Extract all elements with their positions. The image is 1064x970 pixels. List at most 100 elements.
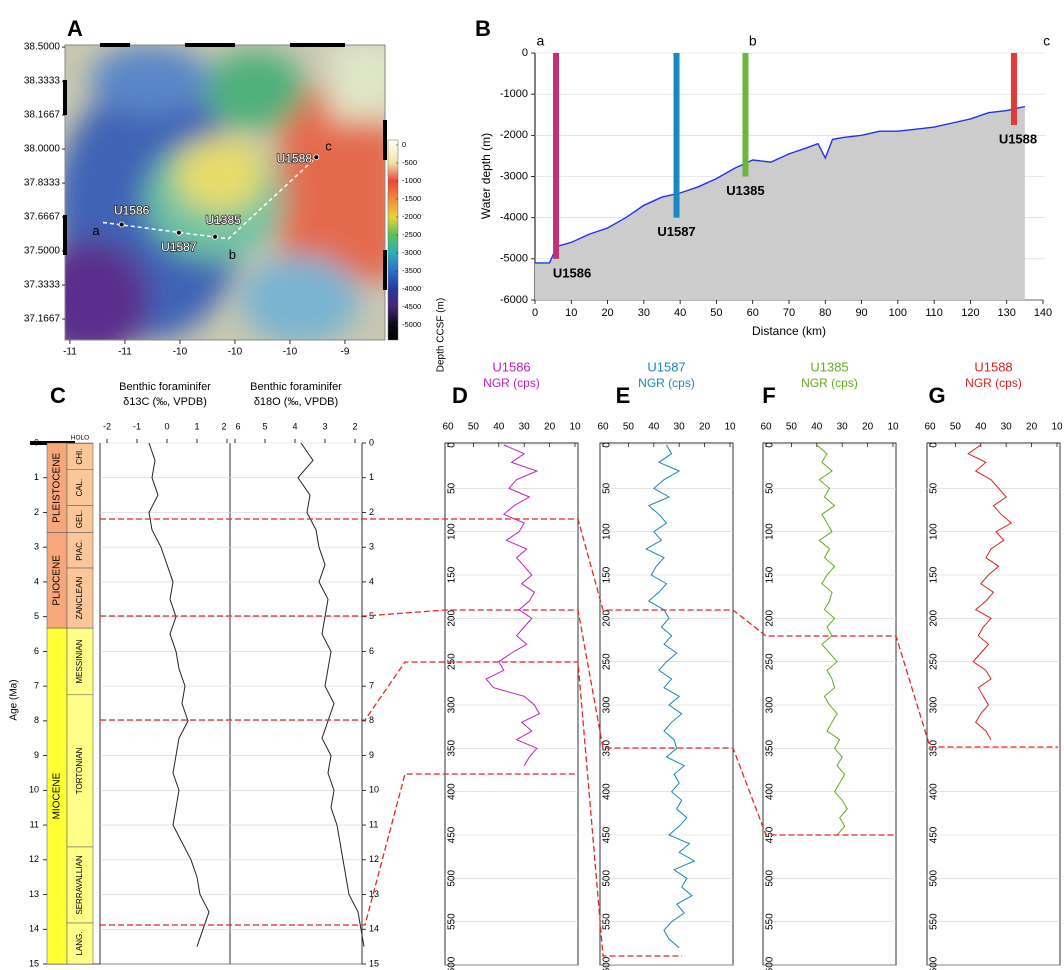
y-tick-label: 38.0000 <box>24 144 61 155</box>
y-tick-label: 500 <box>447 870 458 887</box>
y-tick-label: 0 <box>369 437 374 447</box>
y-tick-label: 11 <box>369 819 378 829</box>
map-frame-ticks <box>63 43 387 290</box>
stage-label: SERRAVALLIAN <box>75 855 84 915</box>
site-marker <box>313 154 320 161</box>
y-tick-label: 2 <box>34 507 39 517</box>
y-tick-label: 500 <box>602 870 613 887</box>
marks: A-11 -11 -10 -10 -10 -938.500038.333338.16673… <box>9 16 1063 970</box>
x-tick-label: -2 <box>103 421 111 431</box>
profile-line <box>102 154 320 240</box>
y-tick-label: 13 <box>369 889 379 899</box>
y-tick-label: 350 <box>929 740 940 757</box>
site-marker <box>212 233 219 240</box>
y-tick-label: 100 <box>602 523 613 540</box>
y-tick-label: 200 <box>765 610 776 627</box>
x-tick-label: 3 <box>323 421 328 431</box>
y-tick-label: 100 <box>929 523 940 540</box>
y-tick-label: 6 <box>34 646 39 656</box>
y-tick-label: 37.3333 <box>24 280 61 291</box>
y-tick-label: 450 <box>765 826 776 843</box>
y-tick-label: 37.1667 <box>24 314 61 325</box>
y-tick-label: 50 <box>447 482 458 494</box>
log-title: U1385 <box>810 359 848 374</box>
ngr-curve <box>816 444 848 836</box>
seafloor-area <box>535 106 1025 300</box>
panel-letter: A <box>67 16 83 41</box>
log-title: U1587 <box>647 359 685 374</box>
y-tick-label: 100 <box>765 523 776 540</box>
y-tick-label: 550 <box>929 913 940 930</box>
x-tick-label: 110 <box>925 307 943 319</box>
panel-letter: B <box>475 16 491 41</box>
y-tick-label: 0 <box>602 442 613 448</box>
stage-cell <box>66 567 94 629</box>
x-tick-label: 50 <box>623 422 635 433</box>
y-tick-label: 300 <box>765 696 776 713</box>
y-tick-label: 1 <box>34 472 39 482</box>
y-tick-label: 600 <box>929 956 940 970</box>
x-tick-label: 60 <box>760 422 772 433</box>
y-tick-label: 450 <box>447 826 458 843</box>
stage-label: MESSINIAN <box>75 639 84 683</box>
x-tick-label: 40 <box>811 422 823 433</box>
y-tick-label: 0 <box>34 437 39 447</box>
profile-point-label: c <box>325 139 332 154</box>
y-tick-label: 9 <box>34 750 39 760</box>
y-tick-label: 12 <box>369 854 379 864</box>
x-tick-label: 50 <box>468 422 480 433</box>
x-tick-label: 2 <box>353 421 358 431</box>
y-tick-label: 14 <box>369 924 379 934</box>
colorbar-tick-label: -1000 <box>402 176 421 185</box>
series-title: Benthic foraminifer <box>250 381 342 393</box>
site-core <box>553 53 560 259</box>
epoch-label: PLEISTOCENE <box>52 453 63 523</box>
panel-letter: G <box>928 383 945 408</box>
y-tick-label: -1000 <box>500 88 528 100</box>
y-tick-label: 0 <box>447 442 458 448</box>
site-label: U1586 <box>553 265 591 280</box>
y-tick-label: 8 <box>369 715 374 725</box>
y-tick-label: 200 <box>929 610 940 627</box>
y-tick-label: 38.3333 <box>24 76 61 87</box>
x-tick-label: 10 <box>724 422 736 433</box>
y-tick-label: 100 <box>447 523 458 540</box>
panel-letter: F <box>762 383 775 408</box>
x-tick-label: 60 <box>442 422 454 433</box>
x-tick-label: 60 <box>747 307 759 319</box>
y-tick-label: 50 <box>765 482 776 494</box>
y-tick-label: 250 <box>602 653 613 670</box>
y-axis-label: Age (Ma) <box>9 679 20 720</box>
stage-label: TORTONIAN <box>75 747 84 794</box>
site-label: U1587 <box>657 224 695 239</box>
correlation-ties <box>100 518 1058 957</box>
colorbar-tick-label: 0 <box>402 140 406 149</box>
y-tick-label: 400 <box>929 783 940 800</box>
y-tick-label: 7 <box>34 681 39 691</box>
y-tick-label: 12 <box>29 854 39 864</box>
site-core <box>673 53 680 218</box>
y-tick-label: 350 <box>447 740 458 757</box>
colorbar-tick-label: -3000 <box>402 248 421 257</box>
y-tick-label: 400 <box>447 783 458 800</box>
y-tick-label: 600 <box>447 956 458 970</box>
y-tick-label: 350 <box>765 740 776 757</box>
y-tick-label: 550 <box>602 913 613 930</box>
frame-d <box>444 442 579 966</box>
y-axis-label: Depth CCSF (m) <box>436 298 447 372</box>
x-tick-label: -11 <box>118 347 132 358</box>
x-tick-label: 70 <box>783 307 795 319</box>
x-tick-label: -10 <box>228 347 243 358</box>
x-axis-label: Distance (km) <box>752 324 826 338</box>
site-label: U1588 <box>277 151 313 165</box>
frame-g <box>926 442 1061 966</box>
ngr-curve <box>967 444 1013 740</box>
y-tick-label: 400 <box>602 783 613 800</box>
ngr-curve <box>645 444 696 949</box>
x-tick-label: -9 <box>341 347 350 358</box>
x-tick-label: 10 <box>565 307 577 319</box>
y-tick-label: 450 <box>602 826 613 843</box>
colorbar-tick-label: -4000 <box>402 284 421 293</box>
y-tick-label: 2 <box>369 507 374 517</box>
y-tick-label: 50 <box>929 482 940 494</box>
